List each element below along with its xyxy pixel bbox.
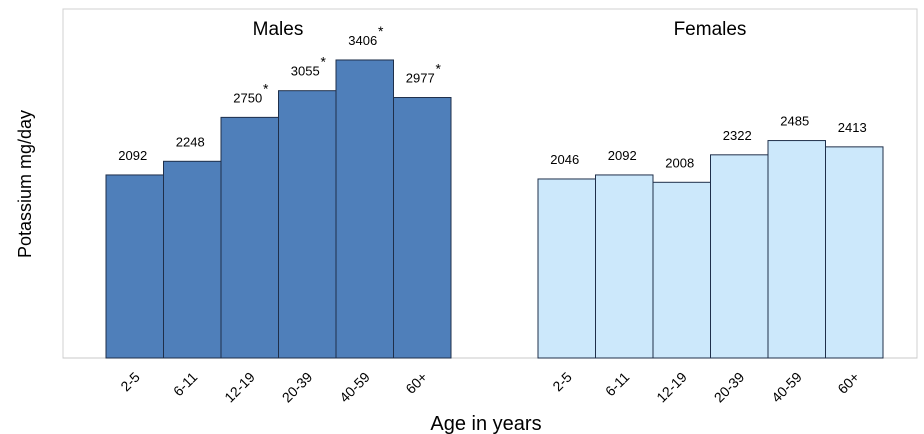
value-label-females-40-59: 2485 [780, 114, 809, 129]
x-tick-label-females-2-5: 2-5 [549, 369, 575, 395]
bar-males-20-39 [278, 90, 337, 359]
value-label-males-12-19: 2750 [233, 90, 262, 105]
x-tick-label-males-60+: 60+ [402, 369, 430, 397]
value-label-males-60+: 2977 [406, 71, 435, 86]
bar-males-40-59 [335, 59, 394, 359]
x-tick-label-females-20-39: 20-39 [711, 369, 748, 406]
bar-females-20-39 [710, 154, 769, 359]
significance-asterisk-males-40-59: * [378, 23, 384, 39]
value-label-males-2-5: 2092 [118, 148, 147, 163]
x-tick-label-males-6-11: 6-11 [170, 369, 201, 400]
value-label-females-2-5: 2046 [550, 152, 579, 167]
bar-females-60+ [825, 146, 884, 359]
x-tick-label-females-6-11: 6-11 [602, 369, 633, 400]
x-tick-label-females-60+: 60+ [834, 369, 862, 397]
x-tick-label-males-20-39: 20-39 [279, 369, 316, 406]
bar-males-60+ [393, 97, 452, 359]
value-label-females-6-11: 2092 [608, 148, 637, 163]
bar-females-6-11 [595, 174, 654, 359]
x-tick-label-males-2-5: 2-5 [117, 369, 143, 395]
value-label-females-12-19: 2008 [665, 155, 694, 170]
chart-marks: 20922-522486-112750*12-193055*20-393406*… [105, 23, 884, 406]
significance-asterisk-males-60+: * [436, 61, 442, 77]
bar-females-40-59 [767, 140, 826, 359]
bar-males-2-5 [105, 174, 164, 359]
value-label-males-20-39: 3055 [291, 64, 320, 79]
y-axis-label: Potassium mg/day [15, 110, 35, 258]
value-label-males-6-11: 2248 [176, 134, 205, 149]
value-label-males-40-59: 3406 [348, 33, 377, 48]
value-label-females-20-39: 2322 [723, 128, 752, 143]
bar-males-12-19 [220, 116, 279, 359]
x-axis-label: Age in years [430, 413, 541, 434]
x-tick-label-males-40-59: 40-59 [336, 369, 373, 406]
group-title-females: Females [674, 19, 747, 40]
value-label-females-60+: 2413 [838, 120, 867, 135]
x-tick-label-males-12-19: 12-19 [221, 369, 258, 406]
bar-females-12-19 [652, 181, 711, 359]
x-tick-label-females-40-59: 40-59 [768, 369, 805, 406]
significance-asterisk-males-20-39: * [321, 54, 327, 70]
bar-females-2-5 [537, 178, 596, 359]
x-tick-label-females-12-19: 12-19 [653, 369, 690, 406]
bar-males-6-11 [163, 160, 222, 359]
significance-asterisk-males-12-19: * [263, 80, 269, 96]
group-title-males: Males [253, 19, 304, 40]
